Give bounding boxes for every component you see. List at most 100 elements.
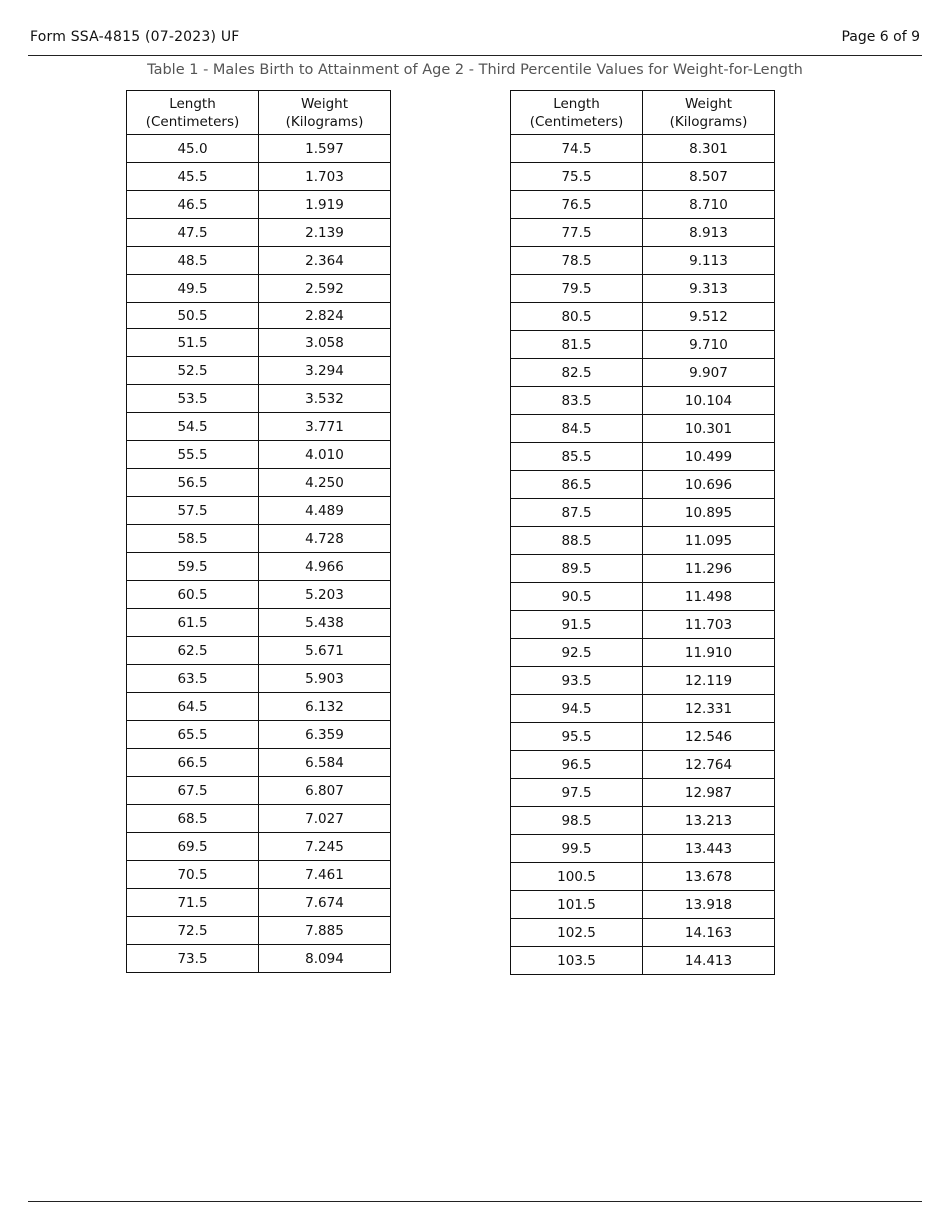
weight-cell: 13.213 xyxy=(642,806,775,835)
table-row: 81.5 9.710 xyxy=(510,330,775,359)
length-cell: 85.5 xyxy=(510,442,643,471)
table-row: 62.5 5.671 xyxy=(126,636,391,665)
length-cell: 84.5 xyxy=(510,414,643,443)
table-header-row: Length (Centimeters) Weight (Kilograms) xyxy=(126,90,391,135)
length-header-line1: Length xyxy=(169,95,216,112)
table-row: 45.0 1.597 xyxy=(126,134,391,163)
length-cell: 69.5 xyxy=(126,832,259,861)
table-row: 74.5 8.301 xyxy=(510,134,775,163)
weight-cell: 4.489 xyxy=(258,496,391,525)
length-cell: 103.5 xyxy=(510,946,643,975)
weight-cell: 7.245 xyxy=(258,832,391,861)
length-cell: 88.5 xyxy=(510,526,643,555)
weight-cell: 12.331 xyxy=(642,694,775,723)
weight-cell: 11.703 xyxy=(642,610,775,639)
weight-cell: 1.919 xyxy=(258,190,391,219)
length-cell: 99.5 xyxy=(510,834,643,863)
length-cell: 61.5 xyxy=(126,608,259,637)
weight-cell: 11.095 xyxy=(642,526,775,555)
weight-cell: 12.764 xyxy=(642,750,775,779)
table-row: 100.5 13.678 xyxy=(510,862,775,891)
weight-cell: 7.461 xyxy=(258,860,391,889)
header-divider xyxy=(28,55,922,56)
weight-cell: 12.546 xyxy=(642,722,775,751)
weight-cell: 8.710 xyxy=(642,190,775,219)
table-row: 50.5 2.824 xyxy=(126,302,391,329)
weight-header-line1: Weight xyxy=(300,95,349,112)
length-cell: 60.5 xyxy=(126,580,259,609)
length-cell: 82.5 xyxy=(510,358,643,387)
table-row: 60.5 5.203 xyxy=(126,580,391,609)
length-cell: 45.0 xyxy=(126,134,259,163)
table-row: 54.5 3.771 xyxy=(126,412,391,441)
table-row: 87.5 10.895 xyxy=(510,498,775,527)
length-cell: 56.5 xyxy=(126,468,259,497)
table-row: 97.5 12.987 xyxy=(510,778,775,807)
weight-cell: 14.163 xyxy=(642,918,775,947)
weight-cell: 3.532 xyxy=(258,384,391,413)
table-row: 58.5 4.728 xyxy=(126,524,391,553)
length-cell: 50.5 xyxy=(126,302,259,329)
weight-cell: 10.499 xyxy=(642,442,775,471)
length-cell: 100.5 xyxy=(510,862,643,891)
table-row: 56.5 4.250 xyxy=(126,468,391,497)
weight-cell: 6.359 xyxy=(258,720,391,749)
table-row: 55.5 4.010 xyxy=(126,440,391,469)
length-cell: 45.5 xyxy=(126,162,259,191)
weight-cell: 5.203 xyxy=(258,580,391,609)
table-title: Table 1 - Males Birth to Attainment of A… xyxy=(147,62,803,78)
table-row: 86.5 10.696 xyxy=(510,470,775,499)
length-cell: 101.5 xyxy=(510,890,643,919)
weight-cell: 2.592 xyxy=(258,274,391,303)
length-cell: 57.5 xyxy=(126,496,259,525)
length-cell: 95.5 xyxy=(510,722,643,751)
weight-cell: 9.512 xyxy=(642,302,775,331)
table-row: 75.5 8.507 xyxy=(510,162,775,191)
length-cell: 49.5 xyxy=(126,274,259,303)
weight-cell: 6.807 xyxy=(258,776,391,805)
length-cell: 98.5 xyxy=(510,806,643,835)
weight-cell: 12.119 xyxy=(642,666,775,695)
table-row: 52.5 3.294 xyxy=(126,356,391,385)
table-row: 98.5 13.213 xyxy=(510,806,775,835)
length-cell: 83.5 xyxy=(510,386,643,415)
length-cell: 58.5 xyxy=(126,524,259,553)
table-row: 57.5 4.489 xyxy=(126,496,391,525)
weight-header: Weight (Kilograms) xyxy=(258,90,391,135)
length-cell: 64.5 xyxy=(126,692,259,721)
length-cell: 76.5 xyxy=(510,190,643,219)
table-row: 92.5 11.910 xyxy=(510,638,775,667)
table-row: 64.5 6.132 xyxy=(126,692,391,721)
table-row: 45.5 1.703 xyxy=(126,162,391,191)
length-cell: 97.5 xyxy=(510,778,643,807)
weight-cell: 13.918 xyxy=(642,890,775,919)
length-cell: 102.5 xyxy=(510,918,643,947)
weight-cell: 14.413 xyxy=(642,946,775,975)
weight-cell: 3.058 xyxy=(258,328,391,357)
weight-cell: 8.301 xyxy=(642,134,775,163)
weight-cell: 7.027 xyxy=(258,804,391,833)
table-row: 47.5 2.139 xyxy=(126,218,391,247)
weight-cell: 1.597 xyxy=(258,134,391,163)
table-row: 82.5 9.907 xyxy=(510,358,775,387)
length-cell: 51.5 xyxy=(126,328,259,357)
form-id: Form SSA-4815 (07-2023) UF xyxy=(30,29,240,45)
page-number: Page 6 of 9 xyxy=(841,29,920,45)
weight-header-line1: Weight xyxy=(684,95,733,112)
length-cell: 92.5 xyxy=(510,638,643,667)
weight-table-right: Length (Centimeters) Weight (Kilograms) 74… xyxy=(510,90,775,975)
length-cell: 80.5 xyxy=(510,302,643,331)
length-cell: 67.5 xyxy=(126,776,259,805)
length-cell: 79.5 xyxy=(510,274,643,303)
weight-cell: 3.771 xyxy=(258,412,391,441)
weight-cell: 13.678 xyxy=(642,862,775,891)
table-row: 85.5 10.499 xyxy=(510,442,775,471)
weight-cell: 10.696 xyxy=(642,470,775,499)
weight-cell: 4.966 xyxy=(258,552,391,581)
table-row: 65.5 6.359 xyxy=(126,720,391,749)
table-row: 76.5 8.710 xyxy=(510,190,775,219)
table-row: 51.5 3.058 xyxy=(126,328,391,357)
table-row: 70.5 7.461 xyxy=(126,860,391,889)
length-cell: 75.5 xyxy=(510,162,643,191)
weight-cell: 2.824 xyxy=(258,302,391,329)
